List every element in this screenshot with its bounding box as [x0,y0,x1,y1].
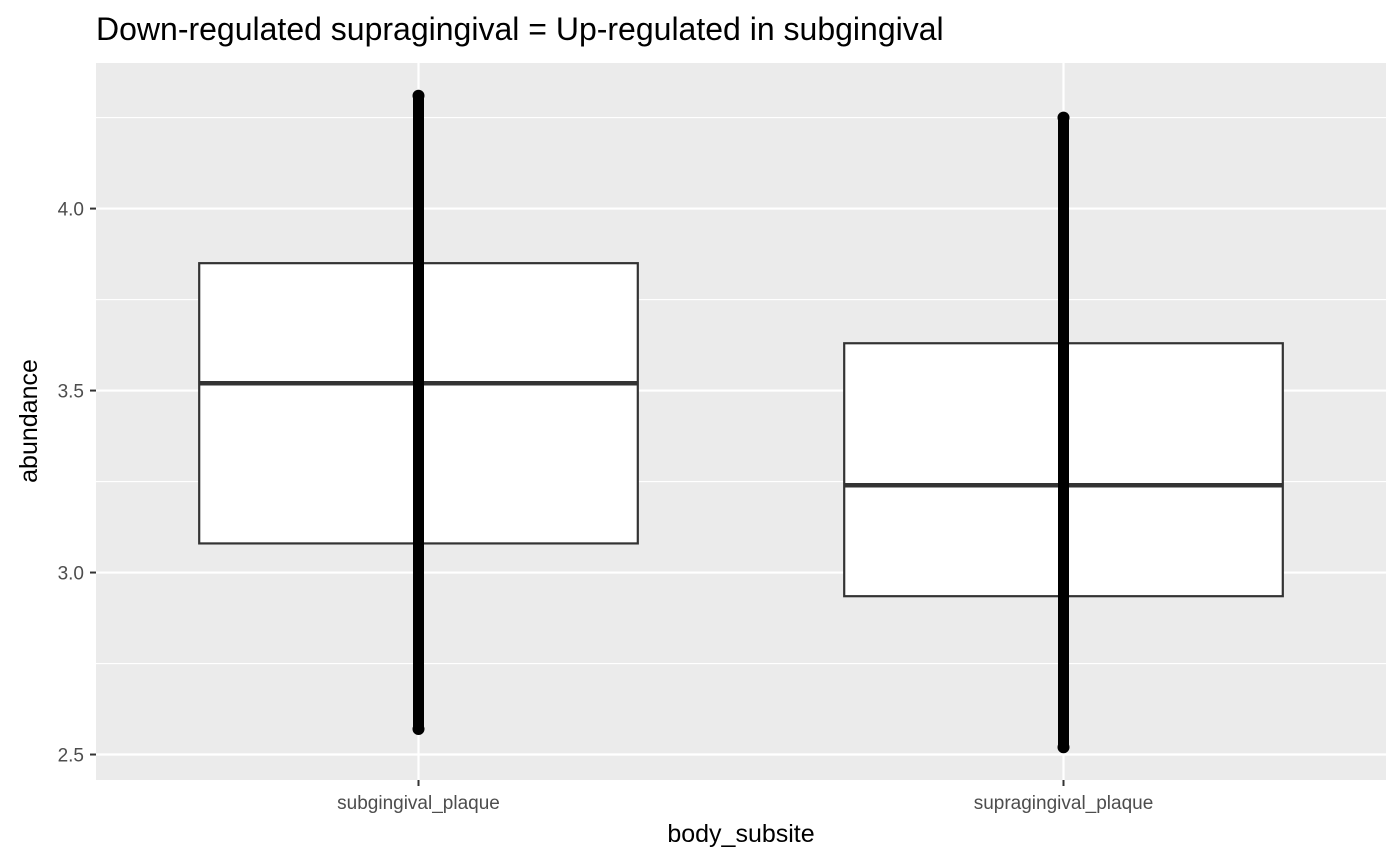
y-tick-label: 2.5 [58,746,84,767]
axis-ticks [90,207,1065,786]
x-axis-title: body_subsite [667,820,814,848]
data-points [412,89,1070,754]
y-tick-label: 3.5 [58,382,84,403]
y-axis-title: abundance [15,359,43,483]
point-max [1057,111,1070,124]
y-tick-label: 3.0 [58,564,84,585]
chart-title: Down-regulated supragingival = Up-regula… [96,11,944,47]
point-min [412,723,425,736]
x-tick-label: supragingival_plaque [974,793,1154,814]
point-max [412,89,425,102]
y-tick-label: 4.0 [58,200,84,221]
x-tick-label: subgingival_plaque [337,793,500,814]
point-min [1057,741,1070,754]
tick-labels: 2.5 3.0 3.5 4.0 subgingival_plaque supragingi… [58,200,1154,814]
